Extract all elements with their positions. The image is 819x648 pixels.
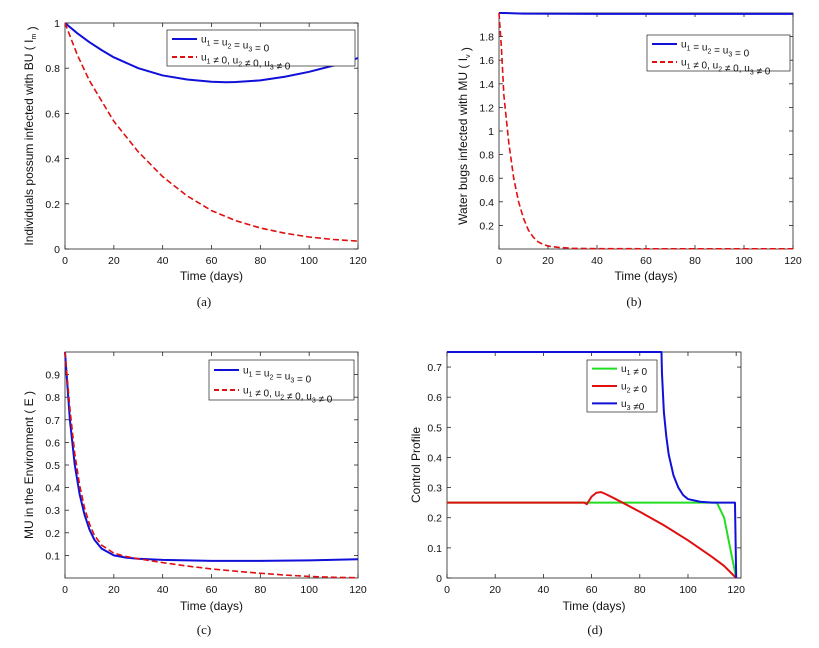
x-tick-label: 120 <box>784 255 802 267</box>
series-line-red <box>64 22 359 242</box>
x-tick-label: 120 <box>727 584 745 596</box>
y-tick-label: 0.8 <box>45 63 60 75</box>
legend-entry-label: u1 = u2 = u3 = 0 <box>681 40 750 60</box>
panel-d: 0 20 40 60 80 100 120 0 0.1 0.2 0.3 0.4 0.5 0.6 0.7 Tim… <box>409 351 745 637</box>
x-tick-label: 0 <box>62 255 68 267</box>
y-tick-label: 0.6 <box>427 392 442 404</box>
y-tick-label: 0.6 <box>45 108 60 120</box>
panel-a: 0 20 40 60 80 100 120 0 0.2 0.4 0.6 0.8 1 Time (days)… <box>22 18 367 309</box>
x-tick-label: 100 <box>300 255 318 267</box>
x-tick-label: 80 <box>689 255 701 267</box>
y-tick-label: 0.3 <box>427 483 442 495</box>
legend-entry-label: u1 ≠ 0, u2 ≠ 0, u3 ≠ 0 <box>681 58 771 78</box>
panel-b: 0 20 40 60 80 100 120 0.2 0.4 0.6 0.8 1 1.2 1.4 1.6 1.8… <box>456 12 802 309</box>
legend-entry-label: u1 ≠ 0, u2 ≠ 0, u3 ≠ 0 <box>243 386 333 406</box>
y-tick-label: 1.6 <box>479 55 494 67</box>
x-axis-label: Time (days) <box>563 599 626 613</box>
x-tick-label: 100 <box>735 255 753 267</box>
y-tick-label: 0.6 <box>45 437 60 449</box>
legend-entry-label: u2 ≠ 0 <box>621 382 648 396</box>
y-tick-label: 0.7 <box>427 362 442 374</box>
panel-caption: (a) <box>197 294 211 309</box>
x-axis-label: Time (days) <box>180 599 243 613</box>
panel-caption: (d) <box>587 622 602 637</box>
y-tick-label: 1 <box>54 18 60 30</box>
x-axis-label: Time (days) <box>180 269 243 283</box>
x-tick-label: 20 <box>489 584 501 596</box>
x-tick-label: 40 <box>157 584 169 596</box>
legend-box <box>208 359 355 401</box>
legend-entry-label: u1 ≠ 0 <box>621 364 648 378</box>
y-tick-label: 0.2 <box>479 220 494 232</box>
series-line-blue <box>64 22 359 84</box>
legend-box <box>166 29 356 67</box>
y-axis-label: MU in the Environment ( E ) <box>22 391 36 539</box>
x-tick-label: 40 <box>591 255 603 267</box>
x-tick-label: 0 <box>496 255 502 267</box>
x-axis-label: Time (days) <box>615 269 678 283</box>
x-tick-label: 80 <box>634 584 646 596</box>
panel-caption: (c) <box>197 622 211 637</box>
y-tick-label: 0.5 <box>427 422 442 434</box>
x-tick-label: 40 <box>538 584 550 596</box>
y-tick-label: 0 <box>54 244 60 256</box>
x-tick-label: 120 <box>349 255 367 267</box>
y-tick-label: 0.7 <box>45 415 60 427</box>
x-tick-label: 20 <box>108 255 120 267</box>
legend-entry-label: u1 = u2 = u3 = 0 <box>201 35 270 55</box>
x-tick-label: 60 <box>586 584 598 596</box>
x-tick-label: 0 <box>444 584 450 596</box>
series-line-red <box>447 491 737 579</box>
y-tick-label: 1 <box>488 126 494 138</box>
y-tick-label: 0.4 <box>45 154 60 166</box>
y-tick-label: 1.2 <box>479 102 494 114</box>
legend-entry-label: u3 ≠0 <box>621 399 645 413</box>
legend-entry-label: u1 ≠ 0, u2 ≠ 0, u3 ≠ 0 <box>201 53 291 73</box>
x-tick-label: 20 <box>542 255 554 267</box>
series-line-blue <box>64 351 359 562</box>
y-tick-label: 0.4 <box>45 483 60 495</box>
y-tick-label: 0.9 <box>45 370 60 382</box>
y-tick-label: 0.1 <box>45 550 60 562</box>
x-tick-label: 80 <box>254 584 266 596</box>
y-axis-label: Individuals possum infected with BU ( Im… <box>22 26 39 245</box>
series-line-red <box>498 12 793 250</box>
y-tick-label: 0.8 <box>479 150 494 162</box>
y-tick-label: 0.2 <box>427 513 442 525</box>
y-tick-label: 0.1 <box>427 543 442 555</box>
y-tick-label: 0.8 <box>45 392 60 404</box>
series-line-red <box>64 351 359 579</box>
y-tick-label: 0.5 <box>45 460 60 472</box>
series-line-blue <box>447 351 738 579</box>
x-tick-label: 20 <box>108 584 120 596</box>
x-tick-label: 0 <box>62 584 68 596</box>
x-tick-label: 120 <box>349 584 367 596</box>
y-tick-label: 0.6 <box>479 173 494 185</box>
legend-entry-label: u1 = u2 = u3 = 0 <box>243 366 312 386</box>
panel-caption: (b) <box>626 294 641 309</box>
panel-c: 0 20 40 60 80 100 120 0.1 0.2 0.3 0.4 0.5 0.6 0.7 0.8 0… <box>22 351 367 637</box>
y-tick-label: 0.4 <box>479 197 494 209</box>
y-tick-label: 0 <box>436 573 442 585</box>
y-tick-label: 0.2 <box>45 199 60 211</box>
x-tick-label: 80 <box>254 255 266 267</box>
series-line-blue <box>499 12 793 15</box>
legend-box <box>646 34 791 72</box>
x-tick-label: 40 <box>157 255 169 267</box>
y-tick-label: 0.3 <box>45 505 60 517</box>
x-tick-label: 60 <box>206 584 218 596</box>
y-axis-label: Water bugs infected with MU ( Iv ) <box>456 47 473 225</box>
y-tick-label: 1.8 <box>479 32 494 44</box>
x-tick-label: 60 <box>640 255 652 267</box>
x-tick-label: 100 <box>679 584 697 596</box>
x-tick-label: 100 <box>300 584 318 596</box>
y-tick-label: 1.4 <box>479 79 494 91</box>
y-tick-label: 0.4 <box>427 452 442 464</box>
y-tick-label: 0.2 <box>45 528 60 540</box>
x-tick-label: 60 <box>206 255 218 267</box>
y-axis-label: Control Profile <box>409 427 423 503</box>
